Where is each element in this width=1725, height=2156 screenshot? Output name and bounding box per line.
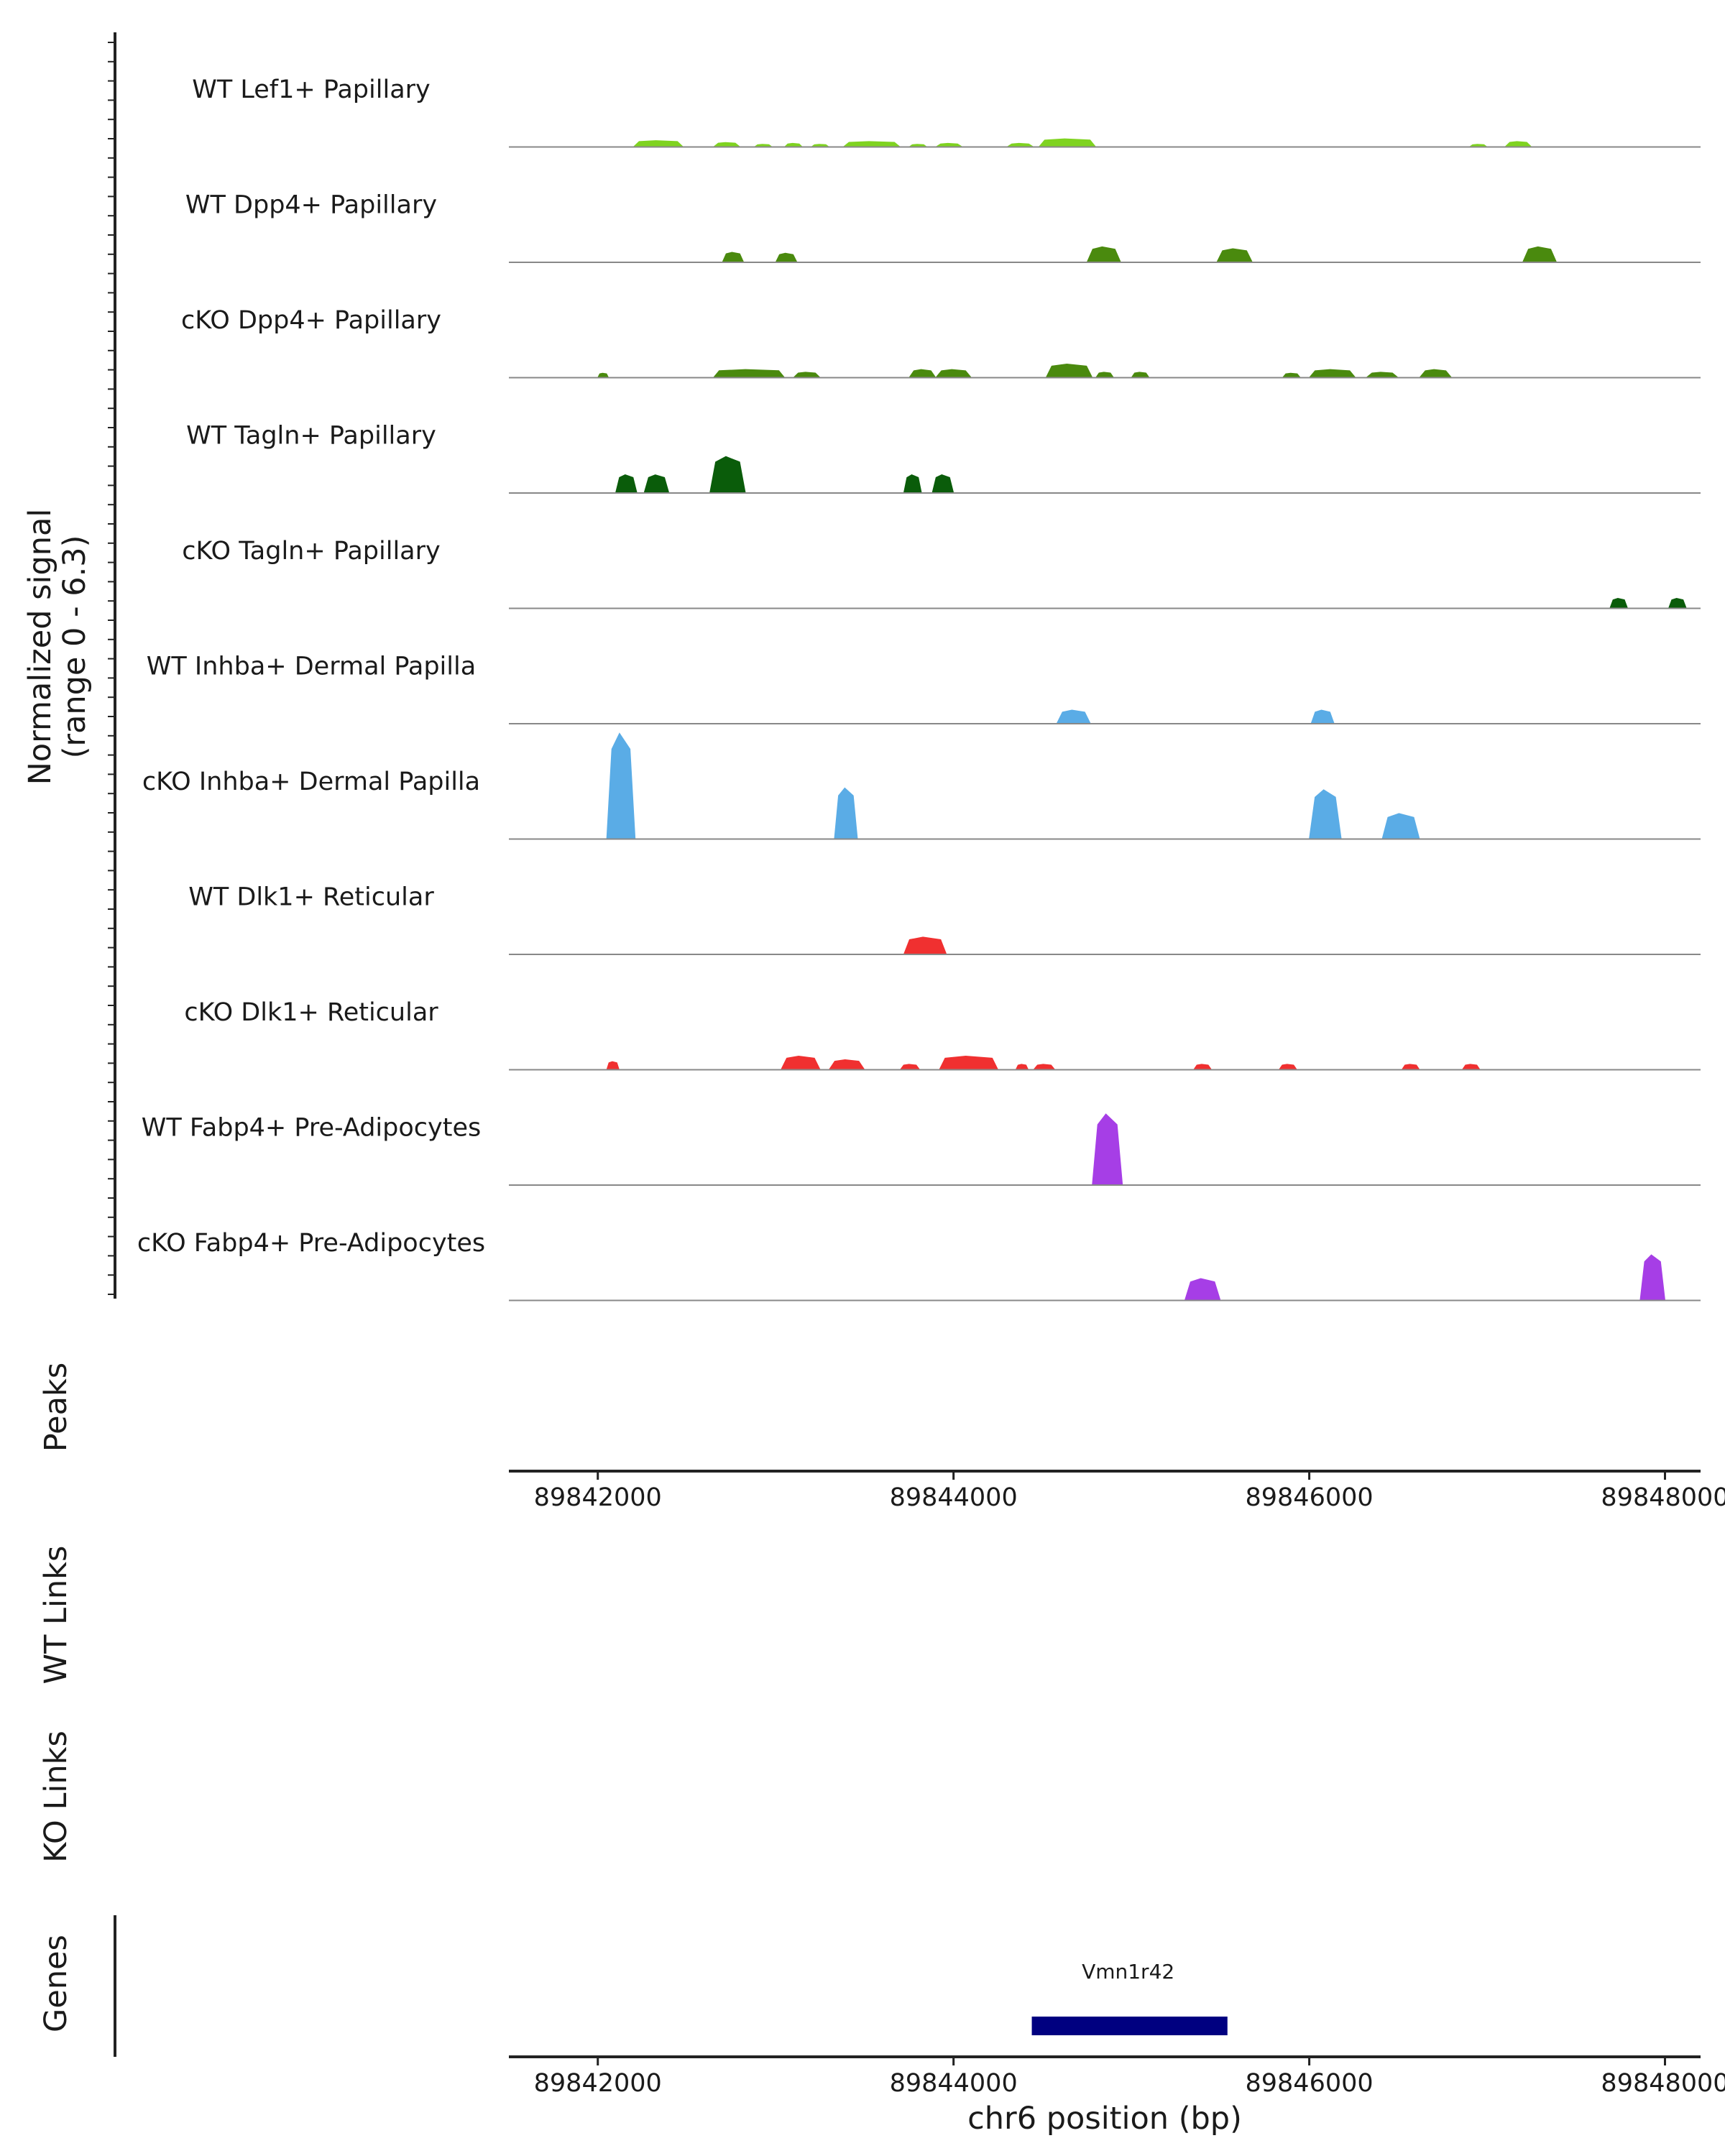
- gene-body: [1031, 2017, 1228, 2035]
- coverage-track: WT Fabp4+ Pre-Adipocytes: [142, 1113, 1701, 1186]
- coverage-peak: [908, 369, 937, 378]
- coverage-peak: [903, 936, 947, 955]
- x-tick-label: 89842000: [534, 2069, 662, 2098]
- y-axis-title-line2: (range 0 - 6.3): [57, 535, 93, 759]
- coverage-track: WT Lef1+ Papillary: [192, 75, 1701, 148]
- x-tick-label: 89844000: [890, 1483, 1018, 1512]
- coverage-peak: [1381, 813, 1420, 839]
- coverage-peak: [792, 372, 822, 378]
- coverage-peak: [1184, 1278, 1221, 1301]
- coverage-peak: [1309, 789, 1342, 839]
- track-label: WT Dpp4+ Papillary: [185, 191, 437, 220]
- coverage-peak: [780, 1055, 821, 1070]
- coverage-peak: [1095, 372, 1115, 378]
- coverage-peak: [1192, 1064, 1213, 1070]
- coverage-peak: [1461, 1064, 1481, 1070]
- coverage-track: cKO Fabp4+ Pre-Adipocytes: [137, 1229, 1701, 1302]
- coverage-peak: [1401, 1064, 1420, 1070]
- wt-links-label: WT Links: [38, 1546, 74, 1685]
- x-tick-label: 89844000: [890, 2069, 1018, 2098]
- coverage-tracks: WT Lef1+ Papillary WT Dpp4+ Papillary cKO …: [137, 75, 1701, 1302]
- peaks-panel-label: Peaks: [38, 1363, 74, 1452]
- coverage-track: WT Inhba+ Dermal Papilla: [147, 653, 1701, 724]
- coverage-peak: [1131, 372, 1150, 378]
- track-label: WT Inhba+ Dermal Papilla: [147, 653, 476, 681]
- gene-track: Vmn1r42: [1031, 1960, 1228, 2035]
- coverage-peak: [1639, 1254, 1666, 1301]
- coverage-peak: [606, 732, 636, 839]
- track-label: cKO Inhba+ Dermal Papilla: [142, 768, 480, 796]
- coverage-peak: [834, 787, 858, 839]
- coverage-peak: [1086, 246, 1122, 263]
- coverage-peak: [1668, 597, 1687, 609]
- coverage-peak: [1216, 248, 1254, 263]
- x-tick-label: 89848000: [1601, 2069, 1725, 2098]
- x-axis-title: chr6 position (bp): [967, 2101, 1242, 2137]
- genes-panel-label: Genes: [38, 1935, 74, 2032]
- track-label: cKO Fabp4+ Pre-Adipocytes: [137, 1229, 485, 1258]
- coverage-peak: [1365, 372, 1399, 378]
- ko-links-label: KO Links: [38, 1731, 74, 1863]
- coverage-peak: [1056, 709, 1092, 724]
- coverage-peak: [903, 474, 922, 494]
- track-label: cKO Tagln+ Papillary: [182, 537, 441, 566]
- x-tick-label: 89846000: [1246, 1483, 1374, 1512]
- coverage-peak: [643, 474, 670, 494]
- coverage-peak: [709, 456, 746, 494]
- coverage-peak: [632, 140, 684, 147]
- coverage-peak: [1418, 369, 1453, 378]
- coverage-peak: [934, 369, 972, 378]
- y-axis-title: Normalized signal (range 0 - 6.3): [22, 509, 93, 786]
- coverage-peak: [712, 369, 786, 378]
- coverage-peak: [606, 1061, 620, 1070]
- track-label: cKO Dpp4+ Papillary: [181, 306, 441, 335]
- track-label: cKO Dlk1+ Reticular: [184, 998, 438, 1027]
- coverage-peak: [1015, 1064, 1029, 1070]
- coverage-peak: [1310, 709, 1335, 724]
- coverage-peak: [939, 1055, 999, 1070]
- peaks-x-axis-ticks: 89842000 89844000 89846000 89848000: [534, 1471, 1725, 1512]
- wt-links-panel-label: WT Links: [38, 1546, 74, 1685]
- coverage-track: WT Dpp4+ Papillary: [185, 191, 1701, 263]
- coverage-y-axis-ticks: [108, 42, 115, 1295]
- coverage-track: WT Tagln+ Papillary: [186, 422, 1701, 494]
- coverage-peak: [615, 474, 638, 494]
- y-axis-title-line1: Normalized signal: [22, 509, 58, 786]
- coverage-peak: [842, 141, 901, 147]
- coverage-track: cKO Dlk1+ Reticular: [184, 998, 1701, 1071]
- coverage-peak: [1504, 141, 1533, 147]
- track-label: WT Dlk1+ Reticular: [188, 883, 434, 912]
- coverage-peak: [1609, 597, 1629, 609]
- track-label: WT Tagln+ Papillary: [186, 422, 436, 451]
- coverage-peak: [1045, 363, 1093, 378]
- coverage-peak: [1308, 369, 1356, 378]
- coverage-track: WT Dlk1+ Reticular: [188, 883, 1701, 955]
- coverage-track: cKO Dpp4+ Papillary: [181, 306, 1701, 379]
- coverage-peak: [932, 474, 954, 494]
- coverage-track: cKO Tagln+ Papillary: [182, 537, 1701, 609]
- track-label: WT Lef1+ Papillary: [192, 75, 431, 104]
- track-label: WT Fabp4+ Pre-Adipocytes: [142, 1114, 481, 1143]
- genes-x-axis-ticks: 89842000 89844000 89846000 89848000: [534, 2057, 1725, 2098]
- coverage-peak: [1038, 138, 1097, 147]
- peaks-label: Peaks: [38, 1363, 74, 1452]
- coverage-peak: [1522, 246, 1558, 263]
- coverage-peak: [899, 1064, 921, 1070]
- x-tick-label: 89846000: [1246, 2069, 1374, 2098]
- genes-label: Genes: [38, 1935, 74, 2032]
- x-tick-label: 89848000: [1601, 1483, 1725, 1512]
- gene-label: Vmn1r42: [1082, 1960, 1174, 1984]
- coverage-peak: [1092, 1113, 1123, 1186]
- coverage-peak: [828, 1059, 865, 1070]
- coverage-peak: [1278, 1064, 1298, 1070]
- coverage-track: cKO Inhba+ Dermal Papilla: [142, 732, 1701, 840]
- coverage-peak: [722, 252, 745, 263]
- ko-links-panel-label: KO Links: [38, 1731, 74, 1863]
- coverage-peak: [775, 252, 798, 263]
- x-tick-label: 89842000: [534, 1483, 662, 1512]
- coverage-peak: [1032, 1064, 1056, 1070]
